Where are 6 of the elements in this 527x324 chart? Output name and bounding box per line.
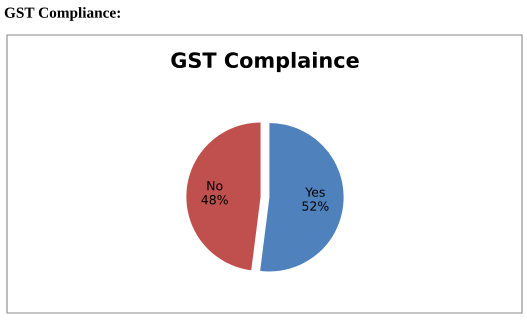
text: GST Compliance: [4,7,120,21]
chart-title: GST Complaince [171,52,359,72]
slice-label: No [207,181,222,190]
data-label: 48% [201,195,228,204]
slice-label: Yes [305,188,325,197]
data-label: 52% [302,201,329,211]
